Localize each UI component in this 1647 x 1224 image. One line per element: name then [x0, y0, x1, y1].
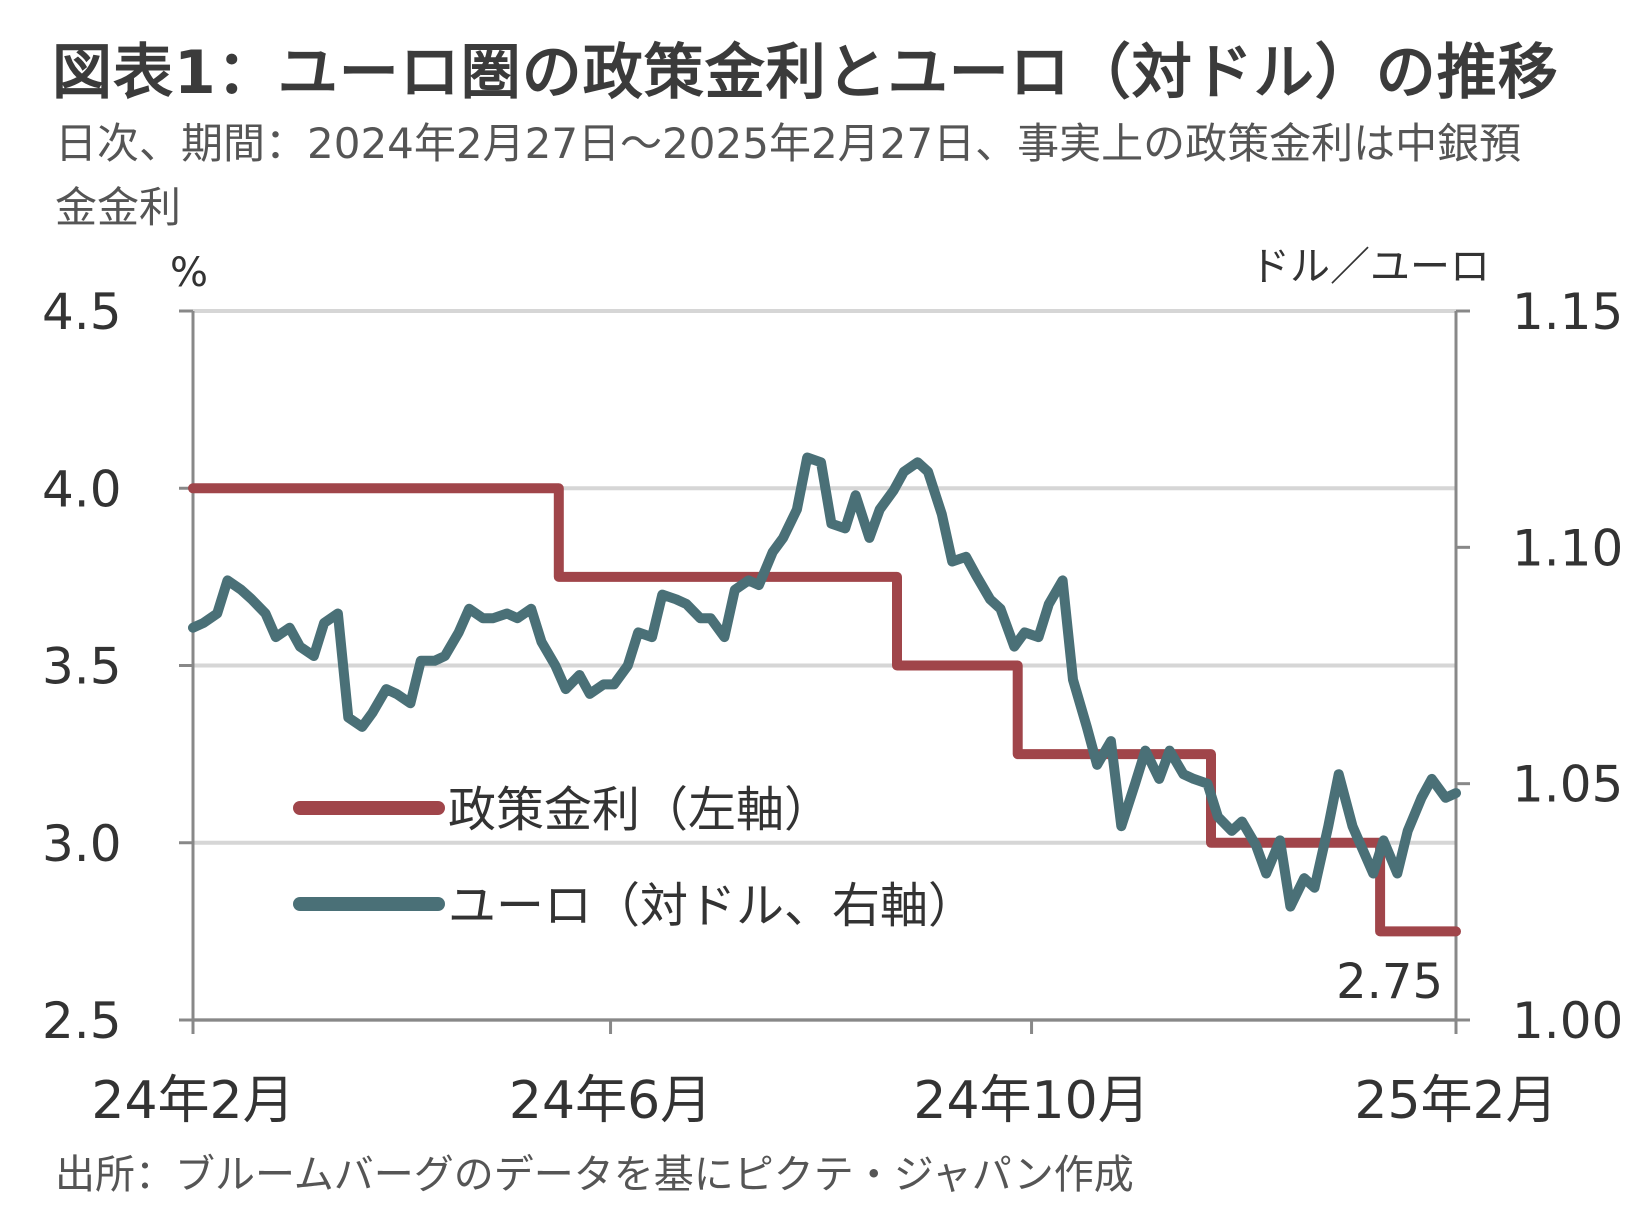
series-line-euro-usd — [188, 452, 1461, 912]
left-axis-tick-label: 4.0 — [42, 460, 122, 518]
annotation-last-rate: 2.75 — [1336, 954, 1443, 1010]
legend-label-euro-usd: ユーロ（対ドル、右軸） — [448, 878, 976, 934]
legend-label-policy-rate: 政策金利（左軸） — [448, 782, 832, 838]
chart-subtitle: 日次、期間：2024年2月27日～2025年2月27日、事実上の政策金利は中銀預… — [55, 119, 1522, 232]
x-axis-tick-label: 24年6月 — [509, 1071, 712, 1131]
legend: 政策金利（左軸） ユーロ（対ドル、右軸） — [293, 782, 976, 934]
right-axis-unit: ドル／ユーロ — [1250, 244, 1490, 290]
chart-title: 図表1：ユーロ圏の政策金利とユーロ（対ドル）の推移 — [52, 38, 1559, 108]
left-axis-tick-label: 2.5 — [42, 992, 122, 1050]
left-axis-unit: % — [170, 250, 208, 296]
left-axis-tick-label: 4.5 — [42, 283, 122, 341]
x-axis-tick-label: 24年10月 — [913, 1071, 1149, 1131]
source-note: 出所：ブルームバーグのデータを基にピクテ・ジャパン作成 — [55, 1152, 1134, 1198]
right-axis-tick-label: 1.15 — [1512, 283, 1623, 341]
left-axis-tick-label: 3.0 — [42, 815, 122, 873]
right-axis-tick-label: 1.05 — [1512, 756, 1623, 814]
axes — [179, 309, 1470, 1034]
right-axis-tick-label: 1.10 — [1512, 519, 1623, 577]
left-axis-tick-label: 3.5 — [42, 638, 122, 696]
x-axis-tick-label: 24年2月 — [91, 1071, 294, 1131]
series-lines — [188, 452, 1461, 937]
tick-labels: 4.5 4.0 3.5 3.0 2.5 1.15 1.10 1.05 1.00 24年2月 24年6… — [42, 283, 1623, 1131]
x-axis-tick-label: 25年2月 — [1354, 1071, 1557, 1131]
right-axis-tick-label: 1.00 — [1512, 992, 1623, 1050]
chart: 4.5 4.0 3.5 3.0 2.5 1.15 1.10 1.05 1.00 24年2月 24年6… — [42, 244, 1623, 1131]
